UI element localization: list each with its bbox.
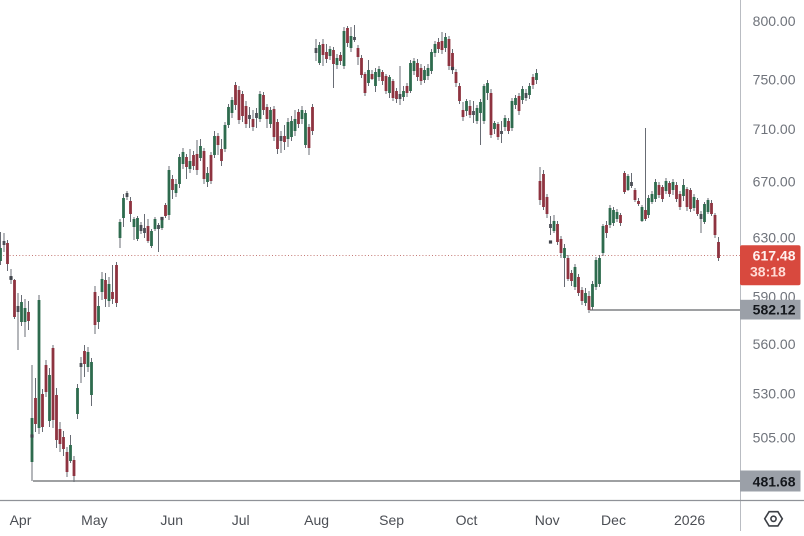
svg-text:Oct: Oct bbox=[456, 512, 478, 528]
svg-text:617.48: 617.48 bbox=[753, 248, 796, 264]
svg-text:Jun: Jun bbox=[160, 512, 183, 528]
svg-text:Dec: Dec bbox=[601, 512, 626, 528]
svg-text:750.00: 750.00 bbox=[753, 72, 796, 88]
svg-text:Nov: Nov bbox=[535, 512, 560, 528]
svg-text:Sep: Sep bbox=[379, 512, 404, 528]
svg-text:530.00: 530.00 bbox=[753, 386, 796, 402]
svg-text:630.00: 630.00 bbox=[753, 229, 796, 245]
svg-text:800.00: 800.00 bbox=[753, 13, 796, 29]
svg-text:Apr: Apr bbox=[10, 512, 32, 528]
svg-text:560.00: 560.00 bbox=[753, 336, 796, 352]
svg-text:582.12: 582.12 bbox=[753, 302, 796, 318]
svg-text:Aug: Aug bbox=[304, 512, 329, 528]
svg-text:May: May bbox=[81, 512, 107, 528]
svg-text:505.00: 505.00 bbox=[753, 429, 796, 445]
svg-text:670.00: 670.00 bbox=[753, 174, 796, 190]
svg-text:38:18: 38:18 bbox=[750, 264, 786, 280]
svg-text:481.68: 481.68 bbox=[753, 474, 796, 490]
svg-text:2026: 2026 bbox=[674, 512, 705, 528]
svg-text:710.00: 710.00 bbox=[753, 121, 796, 137]
svg-text:Jul: Jul bbox=[232, 512, 250, 528]
